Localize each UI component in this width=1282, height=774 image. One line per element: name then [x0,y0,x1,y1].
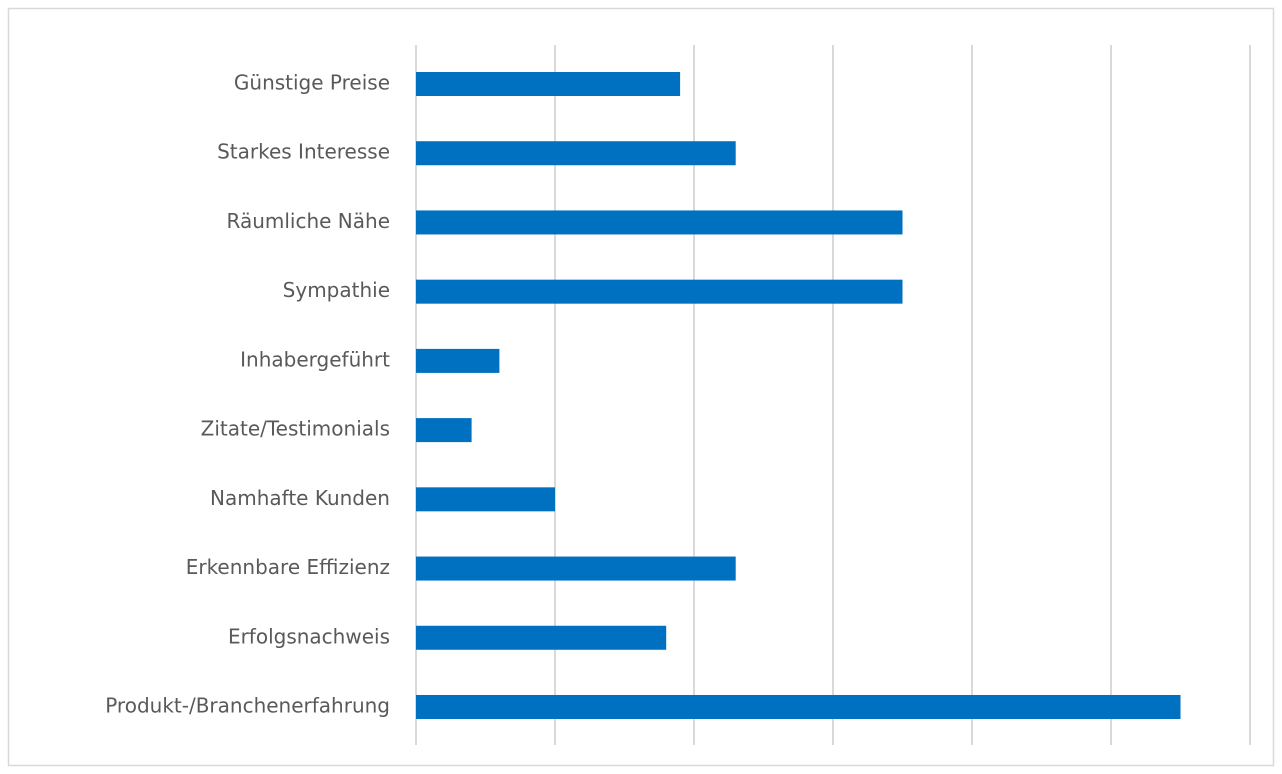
y-tick-label: Zitate/Testimonials [201,417,390,441]
y-tick-label: Erfolgsnachweis [228,624,390,648]
bar [416,72,681,97]
y-tick-label: Günstige Preise [234,71,390,95]
y-tick-label: Produkt-/Branchenerfahrung [105,693,390,717]
bar [416,141,736,166]
bar [416,348,500,373]
bar [416,694,1181,719]
y-tick-label: Namhafte Kunden [210,486,390,510]
bar [416,210,903,235]
y-tick-label: Sympathie [283,278,390,302]
y-tick-label: Räumliche Nähe [226,209,390,233]
bar [416,487,555,512]
bar [416,556,736,581]
bar [416,279,903,304]
chart-border [7,7,1275,767]
bar [416,418,472,443]
y-tick-label: Starkes Interesse [217,140,390,164]
bar [416,625,667,650]
y-tick-label: Inhabergeführt [240,347,390,371]
y-tick-label: Erkennbare Effizienz [186,555,390,579]
